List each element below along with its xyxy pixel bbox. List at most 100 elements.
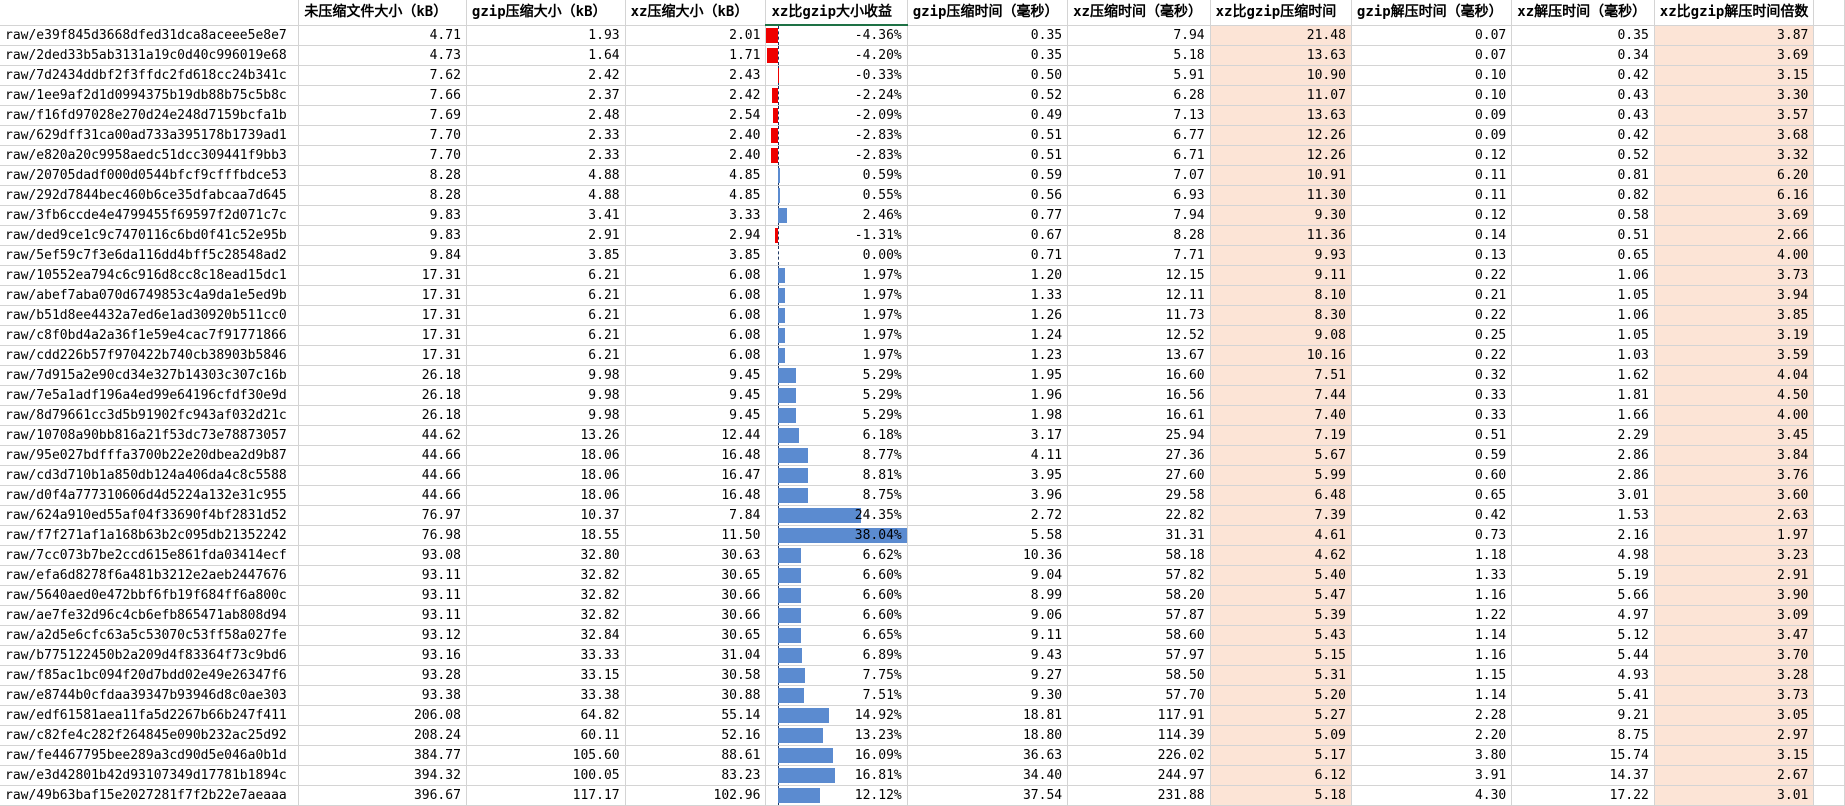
cell-decompress-time-ratio[interactable]: 4.04 xyxy=(1654,365,1815,386)
cell-gzip-decompress-time[interactable]: 0.12 xyxy=(1351,145,1513,166)
cell-gzip-size[interactable]: 18.06 xyxy=(466,445,626,466)
cell-filename[interactable]: raw/d0f4a777310606d4d5224a132e31c955 xyxy=(0,485,300,506)
cell-empty[interactable] xyxy=(1813,445,1845,466)
cell-size-gain[interactable]: 12.12% xyxy=(765,785,908,806)
cell-empty[interactable] xyxy=(1813,545,1845,566)
cell-gzip-size[interactable]: 4.88 xyxy=(466,165,626,186)
cell-compress-time-ratio[interactable]: 5.15 xyxy=(1210,645,1352,666)
cell-uncompressed-size[interactable]: 93.38 xyxy=(298,685,467,706)
cell-empty[interactable] xyxy=(1813,485,1845,506)
cell-decompress-time-ratio[interactable]: 6.20 xyxy=(1654,165,1815,186)
cell-empty[interactable] xyxy=(1813,465,1845,486)
cell-size-gain[interactable]: -2.83% xyxy=(765,125,908,146)
cell-xz-decompress-time[interactable]: 5.12 xyxy=(1511,625,1655,646)
cell-compress-time-ratio[interactable]: 10.90 xyxy=(1210,65,1352,86)
cell-xz-decompress-time[interactable]: 5.44 xyxy=(1511,645,1655,666)
cell-decompress-time-ratio[interactable]: 3.57 xyxy=(1654,105,1815,126)
cell-decompress-time-ratio[interactable]: 3.45 xyxy=(1654,425,1815,446)
cell-empty[interactable] xyxy=(1813,725,1845,746)
cell-size-gain[interactable]: 8.77% xyxy=(765,445,908,466)
cell-size-gain[interactable]: 7.75% xyxy=(765,665,908,686)
cell-decompress-time-ratio[interactable]: 3.09 xyxy=(1654,605,1815,626)
cell-gzip-size[interactable]: 105.60 xyxy=(466,745,626,766)
cell-xz-compress-time[interactable]: 16.60 xyxy=(1067,365,1211,386)
cell-gzip-compress-time[interactable]: 0.59 xyxy=(907,165,1069,186)
cell-filename[interactable]: raw/ded9ce1c9c7470116c6bd0f41c52e95b xyxy=(0,225,300,246)
cell-xz-size[interactable]: 6.08 xyxy=(625,325,767,346)
cell-xz-decompress-time[interactable]: 8.75 xyxy=(1511,725,1655,746)
cell-filename[interactable]: raw/3fb6ccde4e4799455f69597f2d071c7c xyxy=(0,205,300,226)
cell-gzip-decompress-time[interactable]: 0.10 xyxy=(1351,85,1513,106)
cell-gzip-size[interactable]: 32.82 xyxy=(466,585,626,606)
cell-empty[interactable] xyxy=(1813,185,1845,206)
cell-compress-time-ratio[interactable]: 8.10 xyxy=(1210,285,1352,306)
cell-gzip-compress-time[interactable]: 1.95 xyxy=(907,365,1069,386)
cell-uncompressed-size[interactable]: 396.67 xyxy=(298,785,467,806)
cell-xz-compress-time[interactable]: 12.15 xyxy=(1067,265,1211,286)
cell-gzip-size[interactable]: 9.98 xyxy=(466,385,626,406)
cell-empty[interactable] xyxy=(1813,505,1845,526)
cell-gzip-size[interactable]: 100.05 xyxy=(466,765,626,786)
cell-gzip-compress-time[interactable]: 5.58 xyxy=(907,525,1069,546)
cell-gzip-decompress-time[interactable]: 0.25 xyxy=(1351,325,1513,346)
cell-uncompressed-size[interactable]: 7.70 xyxy=(298,145,467,166)
cell-compress-time-ratio[interactable]: 5.43 xyxy=(1210,625,1352,646)
cell-size-gain[interactable]: 6.62% xyxy=(765,545,908,566)
cell-xz-size[interactable]: 30.63 xyxy=(625,545,767,566)
cell-xz-compress-time[interactable]: 57.82 xyxy=(1067,565,1211,586)
cell-uncompressed-size[interactable]: 4.71 xyxy=(298,25,467,46)
cell-compress-time-ratio[interactable]: 7.44 xyxy=(1210,385,1352,406)
cell-gzip-decompress-time[interactable]: 0.33 xyxy=(1351,405,1513,426)
cell-gzip-size[interactable]: 1.64 xyxy=(466,45,626,66)
cell-gzip-decompress-time[interactable]: 0.09 xyxy=(1351,105,1513,126)
cell-xz-size[interactable]: 83.23 xyxy=(625,765,767,786)
cell-gzip-compress-time[interactable]: 9.27 xyxy=(907,665,1069,686)
cell-empty[interactable] xyxy=(1813,245,1845,266)
cell-xz-compress-time[interactable]: 31.31 xyxy=(1067,525,1211,546)
cell-gzip-decompress-time[interactable]: 0.65 xyxy=(1351,485,1513,506)
cell-compress-time-ratio[interactable]: 7.51 xyxy=(1210,365,1352,386)
cell-filename[interactable]: raw/7d915a2e90cd34e327b14303c307c16b xyxy=(0,365,300,386)
cell-filename[interactable]: raw/20705dadf000d0544bfcf9cfffbdce53 xyxy=(0,165,300,186)
cell-compress-time-ratio[interactable]: 4.62 xyxy=(1210,545,1352,566)
cell-gzip-decompress-time[interactable]: 0.22 xyxy=(1351,265,1513,286)
cell-gzip-decompress-time[interactable]: 0.21 xyxy=(1351,285,1513,306)
cell-gzip-compress-time[interactable]: 18.80 xyxy=(907,725,1069,746)
cell-decompress-time-ratio[interactable]: 3.87 xyxy=(1654,25,1815,46)
cell-decompress-time-ratio[interactable]: 3.01 xyxy=(1654,785,1815,806)
cell-xz-decompress-time[interactable]: 0.65 xyxy=(1511,245,1655,266)
header-cell-uncompressed-size[interactable]: 未压缩文件大小（kB） xyxy=(298,0,467,26)
cell-size-gain[interactable]: 14.92% xyxy=(765,705,908,726)
cell-decompress-time-ratio[interactable]: 3.90 xyxy=(1654,585,1815,606)
cell-xz-size[interactable]: 12.44 xyxy=(625,425,767,446)
cell-gzip-decompress-time[interactable]: 0.22 xyxy=(1351,305,1513,326)
cell-uncompressed-size[interactable]: 208.24 xyxy=(298,725,467,746)
cell-compress-time-ratio[interactable]: 11.36 xyxy=(1210,225,1352,246)
cell-filename[interactable]: raw/49b63baf15e2027281f7f2b22e7aeaaa xyxy=(0,785,300,806)
cell-empty[interactable] xyxy=(1813,85,1845,106)
cell-xz-decompress-time[interactable]: 4.97 xyxy=(1511,605,1655,626)
cell-gzip-decompress-time[interactable]: 1.33 xyxy=(1351,565,1513,586)
cell-empty[interactable] xyxy=(1813,405,1845,426)
cell-xz-size[interactable]: 30.58 xyxy=(625,665,767,686)
header-cell-xz-decompress-time[interactable]: xz解压时间（毫秒） xyxy=(1511,0,1655,26)
cell-decompress-time-ratio[interactable]: 3.59 xyxy=(1654,345,1815,366)
cell-xz-compress-time[interactable]: 7.07 xyxy=(1067,165,1211,186)
cell-empty[interactable] xyxy=(1813,345,1845,366)
cell-decompress-time-ratio[interactable]: 3.70 xyxy=(1654,645,1815,666)
cell-gzip-decompress-time[interactable]: 1.16 xyxy=(1351,585,1513,606)
cell-xz-size[interactable]: 3.33 xyxy=(625,205,767,226)
cell-xz-decompress-time[interactable]: 1.06 xyxy=(1511,265,1655,286)
cell-uncompressed-size[interactable]: 17.31 xyxy=(298,345,467,366)
cell-xz-size[interactable]: 2.01 xyxy=(625,25,767,46)
cell-decompress-time-ratio[interactable]: 3.69 xyxy=(1654,45,1815,66)
cell-filename[interactable]: raw/292d7844bec460b6ce35dfabcaa7d645 xyxy=(0,185,300,206)
cell-decompress-time-ratio[interactable]: 1.97 xyxy=(1654,525,1815,546)
cell-uncompressed-size[interactable]: 8.28 xyxy=(298,185,467,206)
cell-uncompressed-size[interactable]: 93.11 xyxy=(298,585,467,606)
cell-empty[interactable] xyxy=(1813,145,1845,166)
cell-size-gain[interactable]: 1.97% xyxy=(765,265,908,286)
cell-size-gain[interactable]: -4.36% xyxy=(765,25,908,46)
cell-uncompressed-size[interactable]: 44.66 xyxy=(298,445,467,466)
cell-gzip-compress-time[interactable]: 0.67 xyxy=(907,225,1069,246)
